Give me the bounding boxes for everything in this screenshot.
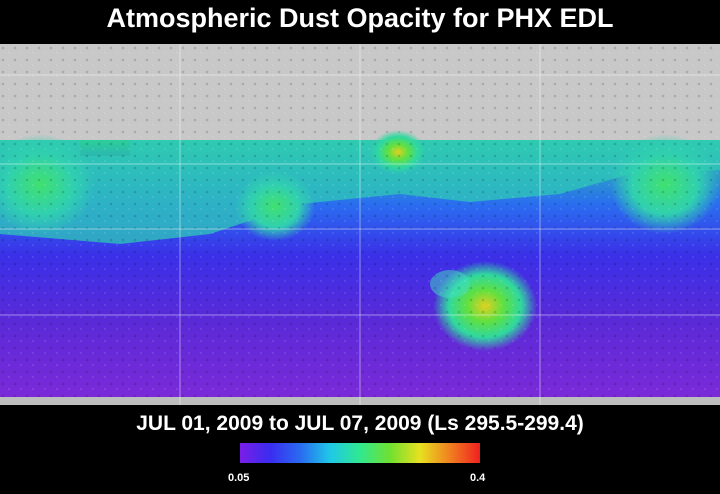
colorbar-min-label: 0.05 — [228, 472, 250, 484]
map-title: Atmospheric Dust Opacity for PHX EDL — [106, 3, 614, 33]
date-range-subtitle: JUL 01, 2009 to JUL 07, 2009 (Ls 295.5-2… — [136, 412, 584, 435]
opacity-colorbar — [240, 443, 480, 463]
south-terrain-strip — [0, 397, 720, 405]
dust-opacity-map — [0, 44, 720, 405]
colorbar-max-label: 0.4 — [470, 472, 486, 484]
graticule — [0, 44, 720, 405]
